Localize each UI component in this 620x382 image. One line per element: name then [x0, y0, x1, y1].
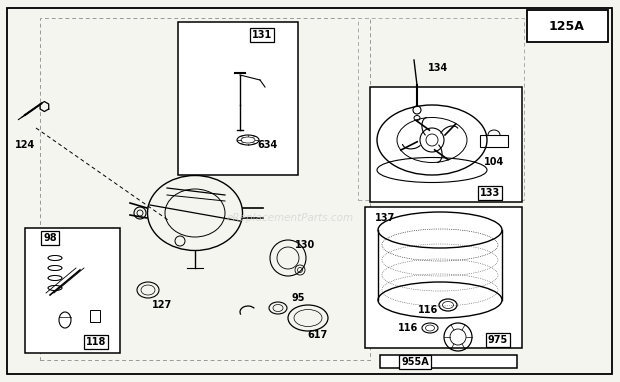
Text: 975: 975: [488, 335, 508, 345]
Text: 617: 617: [308, 330, 328, 340]
Bar: [178, 22, 298, 175]
Text: 95: 95: [291, 293, 305, 303]
Text: 955A: 955A: [401, 357, 429, 367]
Text: 133: 133: [480, 188, 500, 198]
Bar: [480, 135, 508, 147]
Text: 134: 134: [428, 63, 448, 73]
Bar: [358, 18, 524, 200]
Text: 634: 634: [258, 140, 278, 150]
Bar: [90, 310, 100, 322]
Bar: [380, 355, 517, 368]
Text: eReplacementParts.com: eReplacementParts.com: [226, 213, 353, 223]
Text: 116: 116: [418, 305, 438, 315]
Text: 98: 98: [43, 233, 57, 243]
Text: 131: 131: [252, 30, 272, 40]
Text: 124: 124: [15, 140, 35, 150]
Text: 127: 127: [152, 300, 172, 310]
Bar: [25, 228, 120, 353]
Bar: [40, 18, 370, 360]
Text: 130: 130: [295, 240, 315, 250]
Text: 137: 137: [375, 213, 395, 223]
Bar: [527, 10, 608, 42]
Text: 116: 116: [398, 323, 418, 333]
Text: 118: 118: [86, 337, 106, 347]
Bar: [365, 207, 522, 348]
Bar: [370, 87, 522, 202]
Text: 104: 104: [484, 157, 504, 167]
Text: 125A: 125A: [549, 19, 585, 32]
